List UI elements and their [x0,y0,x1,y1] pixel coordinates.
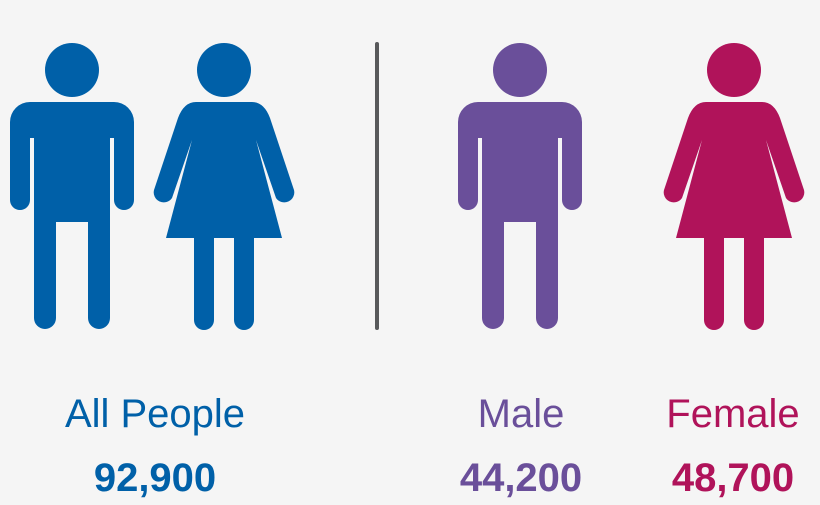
male-label: Male [477,392,565,436]
all-people-male-icon [10,40,134,330]
male-value: 44,200 [459,456,583,500]
all-people-group: All People 92,900 [40,394,270,498]
female-icon [662,40,806,330]
all-people-label: All People [64,392,246,436]
divider [375,42,379,330]
all-people-female-icon [152,40,296,330]
male-icon [458,40,582,330]
female-value: 48,700 [671,456,795,500]
all-people-value: 92,900 [93,456,217,500]
male-group: Male 44,200 [436,394,606,498]
female-label: Female [666,392,800,436]
female-group: Female 48,700 [648,394,818,498]
